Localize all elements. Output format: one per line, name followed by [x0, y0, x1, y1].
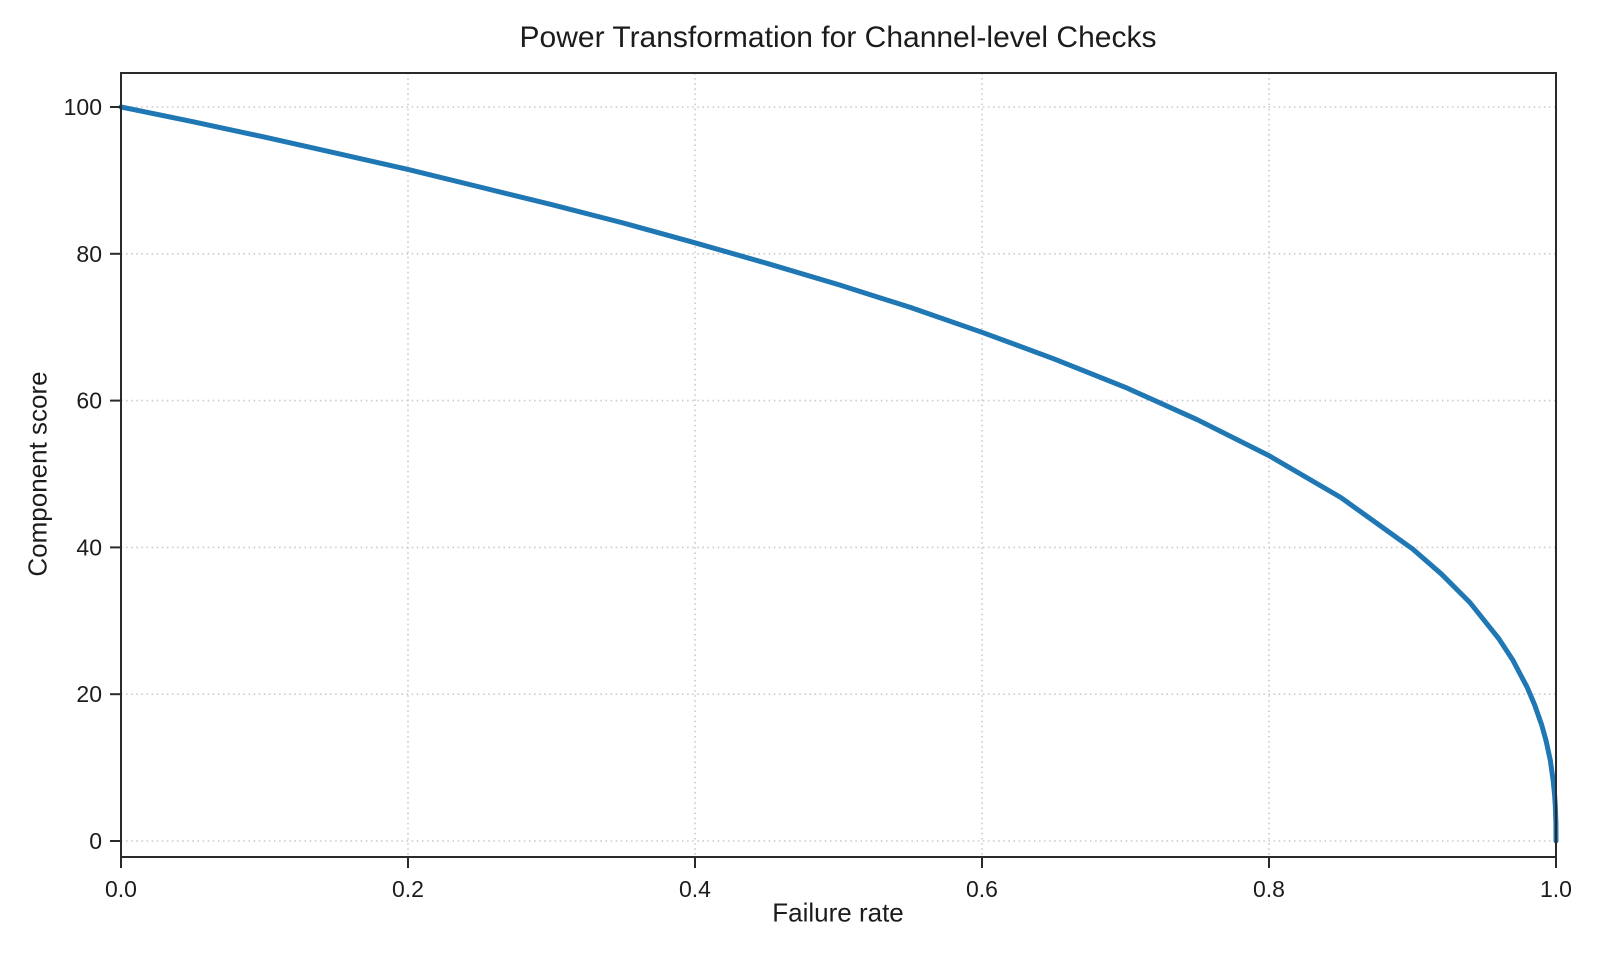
x-tick-label: 1.0	[1540, 876, 1572, 902]
y-tick-label: 20	[76, 681, 102, 707]
chart-title: Power Transformation for Channel-level C…	[519, 21, 1157, 54]
x-tick-label: 0.8	[1253, 876, 1285, 902]
y-tick-label: 40	[76, 534, 102, 560]
x-tick-label: 0.2	[392, 876, 424, 902]
score-curve	[118, 104, 1559, 844]
x-tick-label: 0.6	[966, 876, 998, 902]
y-axis-label: Component score	[22, 371, 53, 577]
y-tick-label: 80	[76, 241, 102, 267]
y-tick-label: 100	[64, 94, 102, 120]
x-tick-label: 0.4	[679, 876, 711, 902]
y-tick-label: 0	[89, 828, 102, 854]
plot-border	[120, 72, 1557, 858]
x-tick-label: 0.0	[105, 876, 137, 902]
y-tick-label: 60	[76, 388, 102, 414]
x-axis-label: Failure rate	[772, 897, 904, 928]
